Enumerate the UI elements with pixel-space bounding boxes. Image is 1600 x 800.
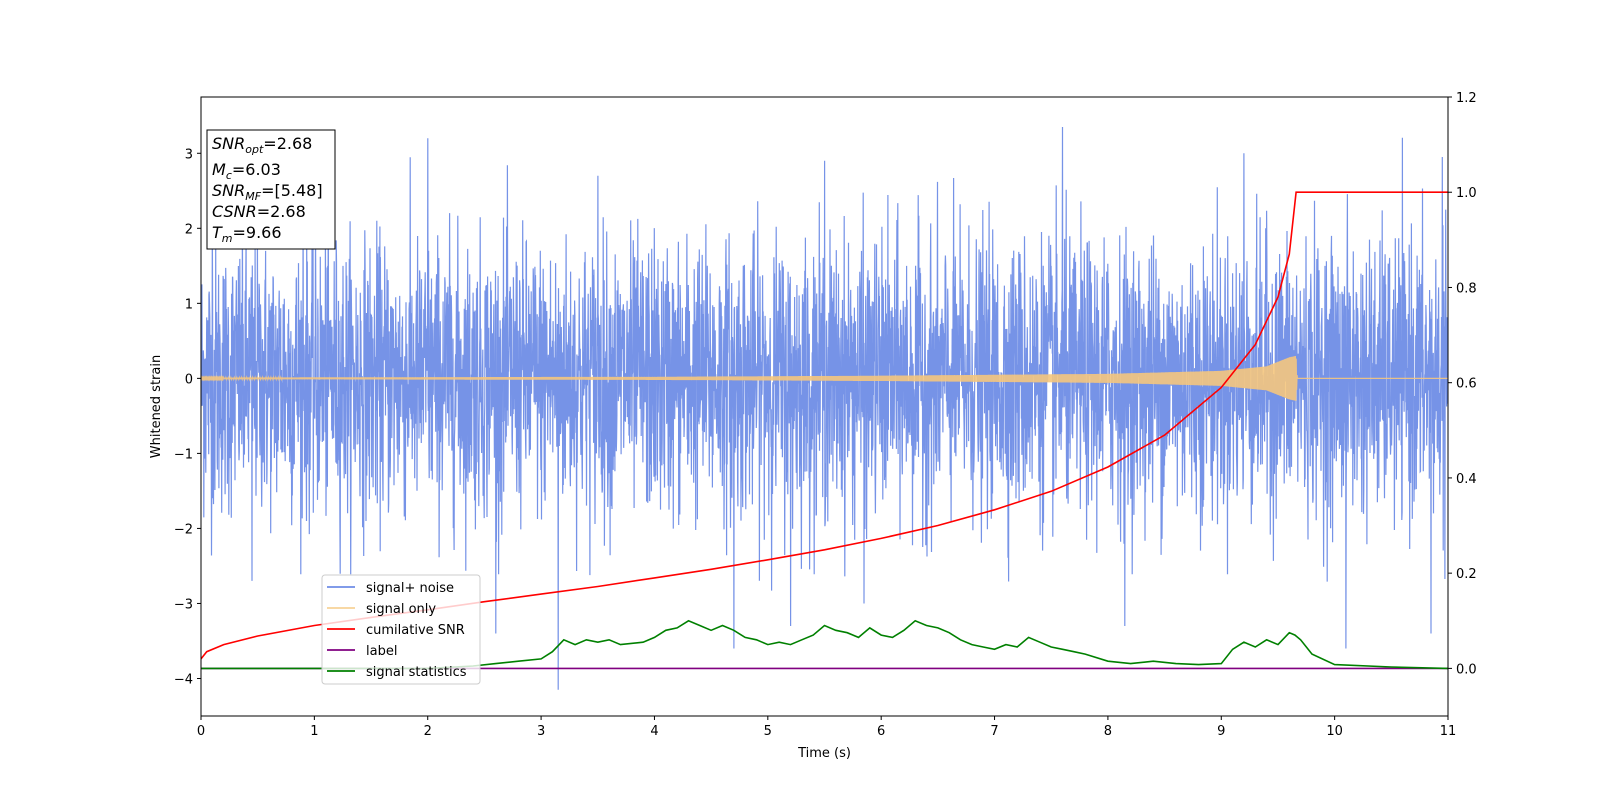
mc-sub: c — [226, 169, 232, 182]
csnr-main: CSNR — [212, 202, 257, 221]
y-axis-label: Whitened strain — [149, 355, 164, 458]
legend-label: signal+ noise — [366, 581, 454, 596]
x-tick-label: 0 — [197, 724, 205, 739]
mc-main: M — [212, 160, 226, 179]
mc-annotation: Mc=6.03 — [212, 160, 281, 182]
x-tick-label: 8 — [1104, 724, 1112, 739]
legend-frame — [321, 574, 481, 685]
signal-statistics-line — [201, 619, 1448, 670]
snr-mf-value: =[5.48] — [261, 181, 323, 200]
y-right-tick-label: 0.0 — [1456, 662, 1477, 677]
y-left-tick-label: −1 — [174, 447, 193, 462]
y-left-tick-label: 0 — [185, 372, 193, 387]
plot-frame — [200, 96, 1449, 717]
axis-ticks-layer: 0 1 2 3 4 5 6 7 8 9 10 11 −4 −3 −2 −1 0 1 2 3 0.0 0.2 0.4 0.6 0.… — [174, 91, 1477, 739]
legend-label: cumilative SNR — [366, 623, 465, 638]
x-tick-label: 9 — [1217, 724, 1225, 739]
y-left-tick-label: 2 — [185, 222, 193, 237]
legend: signal+ noise signal only cumilative SNR la… — [321, 574, 481, 685]
csnr-annotation: CSNR=2.68 — [212, 202, 306, 221]
signal-noise-layer — [201, 126, 1448, 690]
y-right-tick-label: 0.6 — [1456, 377, 1477, 392]
signal-noise-line — [201, 126, 1448, 690]
y-right-tick-label: 1.2 — [1456, 91, 1477, 106]
y-left-tick-label: 3 — [185, 147, 193, 162]
y-right-tick-label: 0.4 — [1456, 472, 1477, 487]
x-tick-label: 7 — [990, 724, 998, 739]
snr-mf-sub: MF — [245, 190, 261, 203]
snr-mf-main: SNR — [212, 181, 245, 200]
snr-opt-sub: opt — [245, 143, 264, 156]
x-tick-label: 3 — [537, 724, 545, 739]
y-left-tick-label: −2 — [174, 522, 193, 537]
y-left-tick-label: −3 — [174, 597, 193, 612]
csnr-value: =2.68 — [257, 202, 306, 221]
snr-mf-annotation: SNRMF=[5.48] — [212, 181, 323, 203]
tm-value: =9.66 — [233, 223, 282, 242]
x-tick-label: 11 — [1440, 724, 1457, 739]
x-tick-label: 10 — [1326, 724, 1343, 739]
x-tick-label: 2 — [424, 724, 432, 739]
snr-opt-annotation: SNRopt=2.68 — [212, 134, 312, 156]
tm-sub: m — [222, 232, 233, 245]
info-box-frame — [206, 129, 336, 250]
y-right-tick-label: 0.2 — [1456, 567, 1477, 582]
tm-main: T — [212, 223, 223, 242]
y-left-tick-label: 1 — [185, 297, 193, 312]
y-right-tick-label: 0.8 — [1456, 281, 1477, 296]
mc-value: =6.03 — [232, 160, 281, 179]
signal-only-layer — [201, 355, 1448, 401]
x-axis-label: Time (s) — [797, 746, 851, 761]
tm-annotation: Tm=9.66 — [212, 223, 282, 245]
x-tick-label: 6 — [877, 724, 885, 739]
legend-items: signal+ noise signal only cumilative SNR la… — [327, 581, 467, 680]
y-right-tick-label: 1.0 — [1456, 186, 1477, 201]
x-tick-label: 1 — [310, 724, 318, 739]
legend-label: signal statistics — [366, 665, 467, 680]
y-left-tick-label: −4 — [174, 672, 193, 687]
legend-label: label — [366, 644, 397, 659]
snr-opt-main: SNR — [212, 134, 245, 153]
x-tick-label: 4 — [650, 724, 658, 739]
snr-info-box: SNRopt=2.68 Mc=6.03 SNRMF=[5.48] CSNR=2.… — [206, 129, 336, 250]
snr-opt-value: =2.68 — [263, 134, 312, 153]
signal-only-line — [201, 355, 1448, 401]
legend-label: signal only — [366, 602, 436, 617]
x-tick-label: 5 — [764, 724, 772, 739]
